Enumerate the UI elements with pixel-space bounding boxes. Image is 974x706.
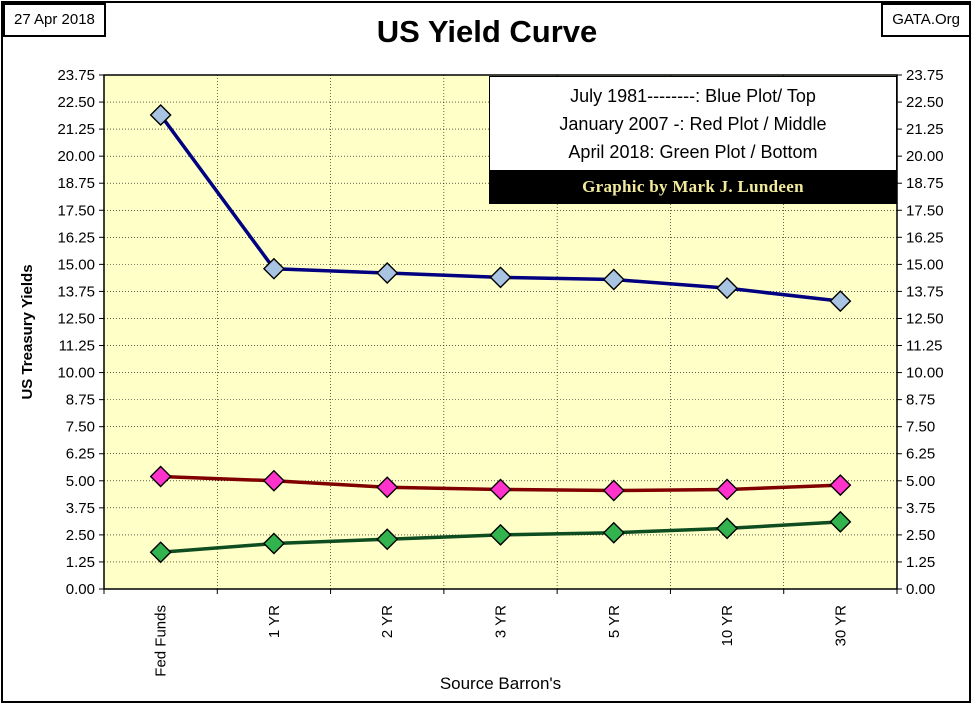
y-tick-label-left: 15.00: [57, 256, 95, 273]
legend-entry-2018: April 2018: Green Plot / Bottom: [568, 142, 818, 162]
y-tick-label-left: 0.00: [66, 581, 95, 598]
y-tick-label-right: 18.75: [906, 175, 944, 192]
y-tick-label-right: 23.75: [906, 67, 944, 84]
series-0-point: [602, 268, 625, 291]
y-tick-label-right: 7.50: [906, 419, 935, 436]
y-tick-label-left: 17.50: [57, 202, 95, 219]
y-tick-label-left: 18.75: [57, 175, 95, 192]
y-tick-label-right: 12.50: [906, 310, 944, 327]
x-tick-label: 5 YR: [606, 605, 623, 638]
y-tick-label-right: 10.00: [906, 365, 944, 382]
series-0-point: [829, 290, 852, 313]
y-tick-label-right: 5.00: [906, 473, 935, 490]
y-tick-label-right: 0.00: [906, 581, 935, 598]
series-2-point: [262, 532, 285, 555]
date-label: 27 Apr 2018: [3, 3, 106, 37]
series-0-point: [376, 262, 399, 285]
series-1-point: [262, 469, 285, 492]
series-2-point: [829, 510, 852, 533]
y-tick-label-left: 3.75: [66, 500, 95, 517]
y-tick-label-right: 11.25: [906, 338, 942, 355]
y-tick-label-right: 20.00: [906, 148, 944, 165]
y-tick-label-left: 20.00: [57, 148, 95, 165]
x-tick-label: 10 YR: [719, 605, 736, 647]
y-tick-label-left: 13.75: [57, 283, 95, 300]
y-tick-label-left: 7.50: [66, 419, 95, 436]
legend-entry-1981: July 1981--------: Blue Plot/ Top: [570, 86, 816, 106]
graphic-credit: Graphic by Mark J. Lundeen: [490, 170, 896, 203]
legend-entry-2007: January 2007 -: Red Plot / Middle: [559, 114, 827, 134]
y-tick-label-left: 6.25: [66, 446, 95, 463]
series-0-point: [489, 266, 512, 289]
y-tick-label-left: 21.25: [57, 121, 95, 138]
y-tick-label-right: 13.75: [906, 283, 944, 300]
series-0-point: [716, 277, 739, 300]
source-site-label: GATA.Org: [881, 3, 971, 37]
series-1-point: [716, 478, 739, 501]
x-tick-label: Fed Funds: [153, 605, 170, 677]
series-0-point: [262, 257, 285, 280]
x-tick-label: 3 YR: [493, 605, 510, 638]
legend-box: July 1981--------: Blue Plot/ Top Januar…: [489, 76, 897, 204]
series-2-point: [149, 541, 172, 564]
y-tick-label-left: 11.25: [59, 338, 95, 355]
x-tick-label: 2 YR: [379, 605, 396, 638]
series-2-point: [376, 528, 399, 551]
y-tick-label-left: 16.25: [57, 229, 95, 246]
series-2-point: [602, 521, 625, 544]
y-tick-label-right: 21.25: [906, 121, 944, 138]
x-tick-label: 1 YR: [266, 605, 283, 638]
series-1-point: [376, 476, 399, 499]
series-1-point: [829, 474, 852, 497]
series-1-point: [149, 465, 172, 488]
y-tick-label-right: 1.25: [906, 554, 935, 571]
y-tick-label-left: 8.75: [66, 392, 95, 409]
y-tick-label-right: 16.25: [906, 229, 944, 246]
series-1-point: [602, 479, 625, 502]
plot-border: [103, 74, 898, 590]
y-tick-label-right: 17.50: [906, 202, 944, 219]
series-0-point: [149, 104, 172, 127]
y-tick-label-right: 6.25: [906, 446, 935, 463]
y-tick-label-right: 22.50: [906, 94, 944, 111]
x-tick-label: 30 YR: [832, 605, 849, 647]
y-tick-label-left: 5.00: [66, 473, 95, 490]
x-axis-label: Source Barron's: [440, 674, 561, 693]
series-2-point: [489, 523, 512, 546]
y-tick-label-left: 2.50: [66, 527, 95, 544]
y-tick-label-right: 15.00: [906, 256, 944, 273]
y-tick-label-left: 23.75: [57, 67, 95, 84]
chart-title: US Yield Curve: [376, 14, 598, 49]
y-axis-label: US Treasury Yields: [19, 264, 36, 399]
y-tick-label-left: 12.50: [57, 310, 95, 327]
y-tick-label-left: 1.25: [66, 554, 95, 571]
y-tick-label-right: 3.75: [906, 500, 935, 517]
y-tick-label-left: 10.00: [57, 365, 95, 382]
y-tick-label-right: 8.75: [906, 392, 935, 409]
series-1-point: [489, 478, 512, 501]
y-tick-label-left: 22.50: [57, 94, 95, 111]
y-tick-label-right: 2.50: [906, 527, 935, 544]
series-2-point: [716, 517, 739, 540]
